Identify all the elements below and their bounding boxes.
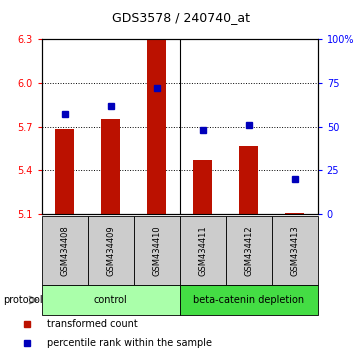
- Bar: [239, 145, 258, 214]
- Bar: [134, 216, 180, 285]
- Bar: [101, 119, 120, 214]
- Bar: [180, 216, 226, 285]
- Text: beta-catenin depletion: beta-catenin depletion: [193, 295, 304, 305]
- Text: GDS3578 / 240740_at: GDS3578 / 240740_at: [112, 11, 249, 24]
- Bar: [286, 213, 304, 214]
- Bar: [55, 130, 74, 214]
- Bar: [272, 216, 318, 285]
- Bar: [147, 40, 166, 214]
- Text: protocol: protocol: [4, 295, 43, 305]
- Text: GSM434410: GSM434410: [152, 225, 161, 276]
- Text: transformed count: transformed count: [47, 319, 137, 329]
- Bar: [180, 285, 318, 315]
- Text: control: control: [94, 295, 127, 305]
- Bar: [42, 285, 180, 315]
- Text: GSM434412: GSM434412: [244, 225, 253, 276]
- Bar: [193, 160, 212, 214]
- Text: GSM434408: GSM434408: [60, 225, 69, 276]
- Text: GSM434413: GSM434413: [290, 225, 299, 276]
- Text: GSM434411: GSM434411: [198, 225, 207, 276]
- Text: GSM434409: GSM434409: [106, 225, 115, 276]
- Bar: [42, 216, 88, 285]
- Bar: [88, 216, 134, 285]
- Bar: [226, 216, 272, 285]
- Text: percentile rank within the sample: percentile rank within the sample: [47, 338, 212, 348]
